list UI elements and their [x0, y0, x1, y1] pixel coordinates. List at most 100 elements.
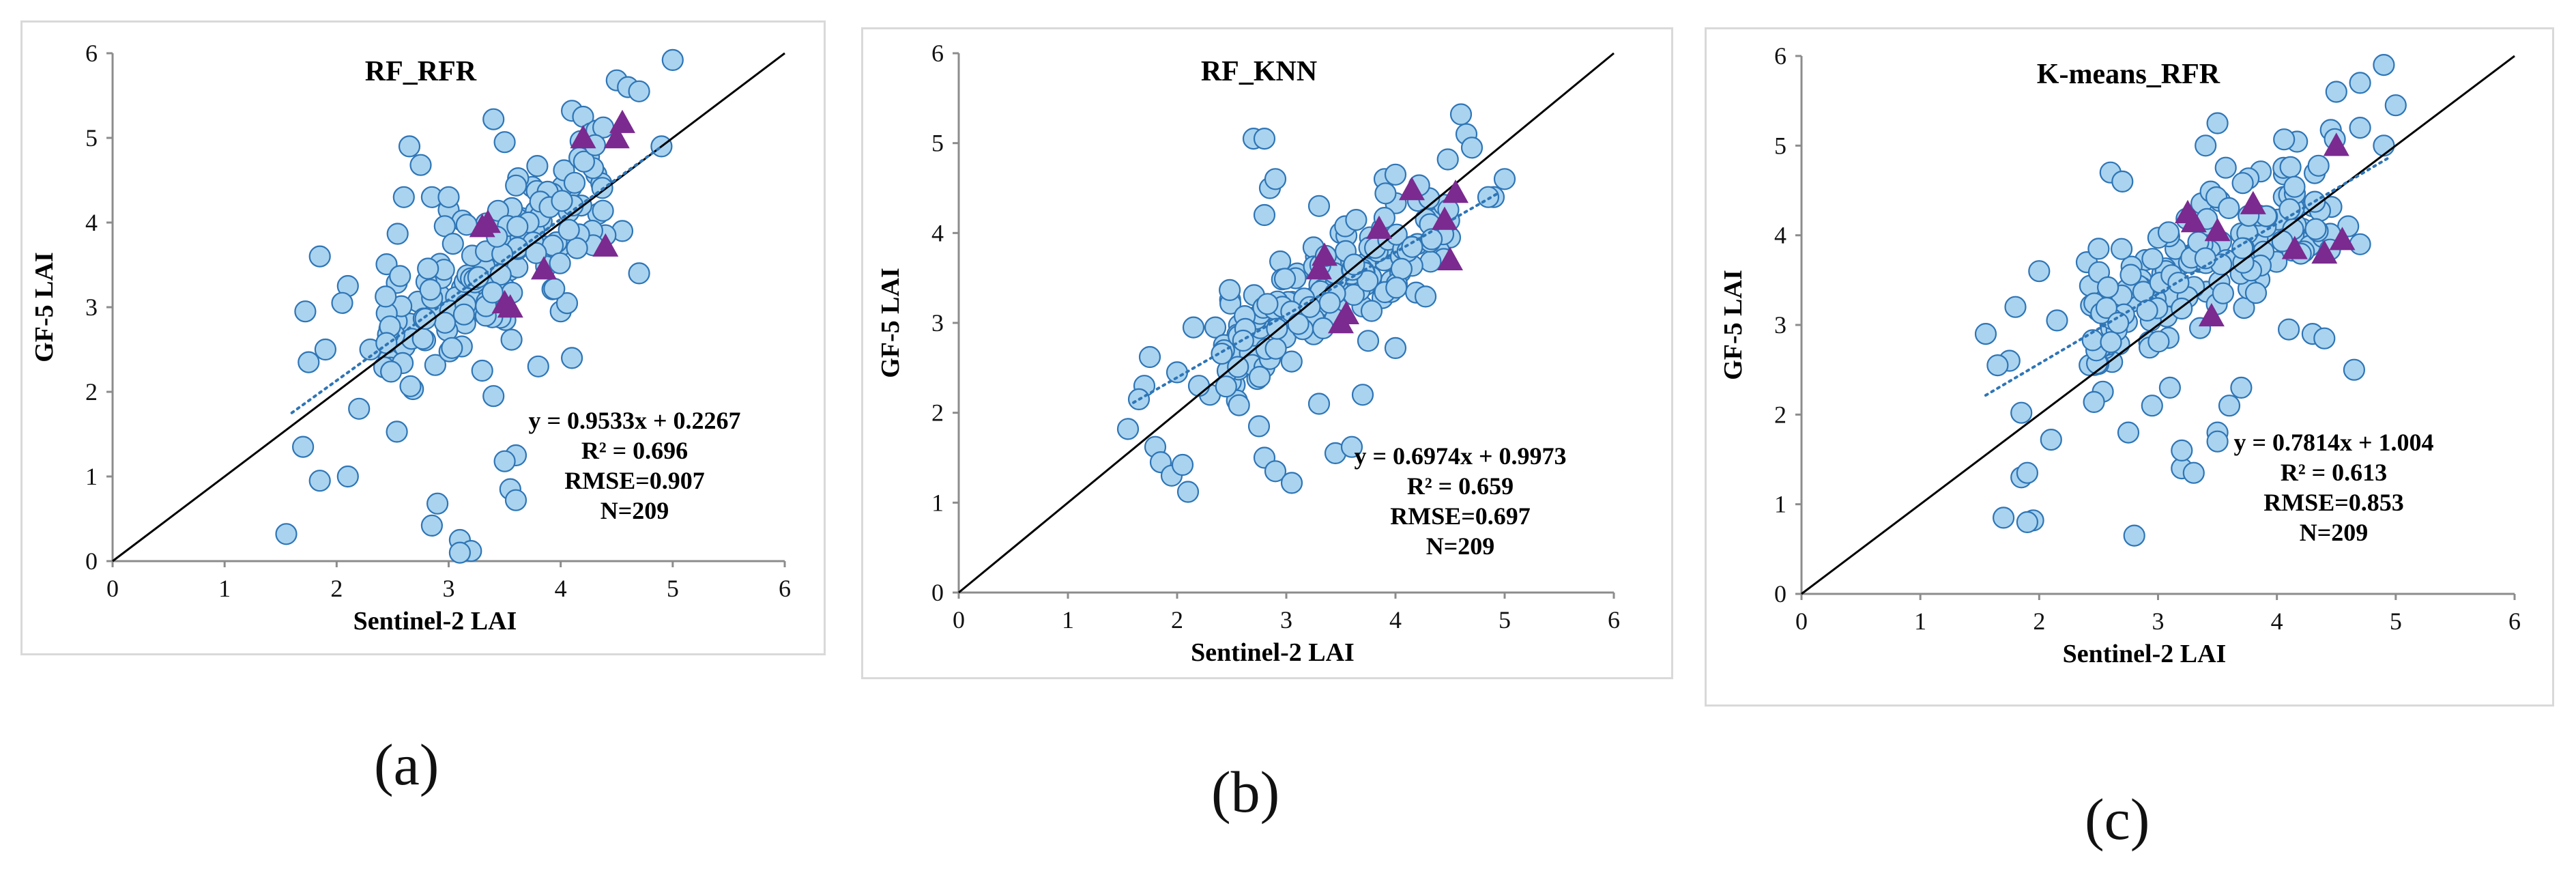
panel-a-data-point	[527, 355, 549, 377]
panel-c-data-point	[2373, 53, 2395, 76]
panel-a-triangle-point	[531, 256, 557, 280]
panel-b-label: (b)	[1211, 759, 1280, 825]
panel-c-triangle-point	[2329, 227, 2356, 251]
panel-c-data-point	[2046, 309, 2068, 332]
panel-c-x-tick-label: 6	[2508, 608, 2521, 635]
panel-c-stat-n: N=209	[2300, 519, 2369, 546]
panel-c-data-point	[2349, 233, 2371, 255]
panel-a-data-point	[525, 242, 547, 264]
panel-a-stat-rmse: RMSE=0.907	[564, 467, 705, 494]
panel-a-one-to-one-line	[112, 52, 785, 562]
panel-c-data-point	[2273, 128, 2296, 151]
panel-c-y-tick-label: 1	[1774, 491, 1786, 518]
panel-a-data-point	[275, 523, 298, 545]
panel-a-trend-line	[290, 145, 663, 414]
panel-a-y-axis-title: GF-5 LAI	[30, 252, 59, 362]
panel-a-x-tick-label: 6	[779, 575, 791, 602]
panel-a-triangle-point	[570, 125, 596, 149]
panel-c-y-tick-label: 5	[1774, 132, 1786, 159]
panel-b-triangle-point	[1432, 206, 1458, 230]
panel-b-triangle-point	[1333, 300, 1359, 324]
panel-c-x-tick-label: 1	[1914, 608, 1926, 635]
panel-c-label: (c)	[2085, 786, 2150, 852]
panel-b-chart-title: RF_KNN	[1201, 56, 1317, 87]
panel-b-data-point	[1273, 268, 1297, 290]
panel-b-data-point	[1227, 356, 1249, 378]
panel-c-data-point	[2028, 260, 2051, 283]
panel-b-data-point	[1390, 257, 1413, 280]
panel-a-data-point	[389, 265, 411, 287]
panel-c-data-point	[2218, 197, 2240, 219]
panel-c-data-point	[2206, 430, 2229, 453]
panel-c-data-point	[2010, 401, 2033, 424]
panel-c-data-point	[2087, 238, 2110, 260]
panel-c-x-tick-label: 5	[2390, 608, 2402, 635]
panel-a-data-point	[437, 186, 460, 208]
panel-c-data-point	[2004, 296, 2027, 318]
panel-a-data-point	[426, 492, 449, 515]
panel-a-data-point	[448, 541, 472, 564]
panel-a-data-point	[566, 237, 588, 259]
panel-c-x-tick-label: 4	[2271, 608, 2283, 635]
panel-a-stat-r2: R² = 0.696	[581, 437, 688, 464]
panel-b-x-tick-label: 2	[1171, 606, 1183, 633]
panel-c-points	[1974, 53, 2407, 547]
panel-c-data-point	[2157, 221, 2180, 244]
panel-a-data-point	[433, 215, 456, 238]
panel-c-data-point	[2167, 272, 2190, 294]
panel-c-data-point	[2123, 524, 2145, 547]
panel-b-data-point	[1264, 168, 1287, 190]
panel-c-data-point	[1993, 507, 2015, 529]
panel-a-data-point	[505, 174, 527, 197]
panel-b-data-point	[1345, 209, 1367, 231]
panel-b-data-point	[1228, 394, 1250, 416]
panel-a-data-point	[628, 262, 650, 285]
panel-b-triangle-point	[1399, 177, 1425, 201]
panel-c-data-point	[2244, 282, 2268, 304]
panel-a-chart: 0 1 2 3 4 5 6 0 1 2 3 4 5 6 Sentinel-2 LAI GF-5 LAI RF_R…	[30, 40, 791, 636]
panel-b-data-point	[1182, 316, 1205, 339]
panel-c-data-point	[2119, 263, 2142, 286]
panel-b-triangle-point	[1312, 242, 1337, 266]
panel-c-data-point	[2016, 511, 2038, 534]
panel-a-y-tick-label: 0	[85, 547, 98, 575]
panel-b-triangle-point	[1437, 246, 1463, 270]
panel-b-x-tick-label: 1	[1062, 606, 1074, 633]
panel-c-stat-rmse: RMSE=0.853	[2263, 489, 2404, 516]
panel-c-data-point	[2195, 134, 2217, 157]
panel-b-data-point	[1340, 436, 1363, 458]
panel-c-data-point	[2231, 237, 2254, 259]
panel-a-data-point	[298, 351, 320, 373]
panel-a-data-point	[336, 465, 359, 488]
panel-b-data-point	[1264, 337, 1287, 360]
panel-a-data-point	[526, 155, 549, 177]
panel-c-y-tick-label: 2	[1774, 401, 1786, 428]
panel-b-data-point	[1357, 330, 1380, 352]
panel-a-x-tick-label: 5	[667, 575, 679, 602]
panel-b-triangle-point	[1306, 256, 1332, 280]
panel-a-y-tick-label: 3	[85, 294, 98, 321]
panel-b-data-point	[1253, 128, 1276, 150]
panel-b-data-point	[1401, 236, 1423, 258]
panel-a-x-tick-label: 2	[330, 575, 343, 602]
panel-c-triangle-point	[2281, 236, 2308, 259]
panel-a-data-point	[419, 279, 442, 301]
panel-c-stat-r2: R² = 0.613	[2281, 459, 2387, 486]
panel-c-data-point	[2083, 390, 2105, 414]
panel-b-data-point	[1280, 472, 1303, 494]
panel-a-x-tick-label: 4	[555, 575, 567, 602]
panel-c-data-point	[2097, 276, 2119, 298]
panel-c-data-point	[2279, 156, 2302, 178]
panel-b-data-point	[1374, 182, 1397, 205]
panel-c-y-tick-label: 6	[1774, 42, 1786, 70]
panel-a-data-point	[555, 292, 579, 315]
panel-b-data-point	[1215, 375, 1237, 398]
panel-c-x-tick-label: 3	[2152, 608, 2165, 635]
panel-a-stat-n: N=209	[600, 497, 669, 524]
panel-c-data-point	[2278, 198, 2301, 220]
panel-b-data-point	[1232, 329, 1254, 352]
panel-c-data-point	[2304, 218, 2327, 240]
panel-a-data-point	[348, 397, 371, 420]
panel-b-data-point	[1419, 251, 1442, 273]
panel-b-data-point	[1264, 460, 1287, 483]
